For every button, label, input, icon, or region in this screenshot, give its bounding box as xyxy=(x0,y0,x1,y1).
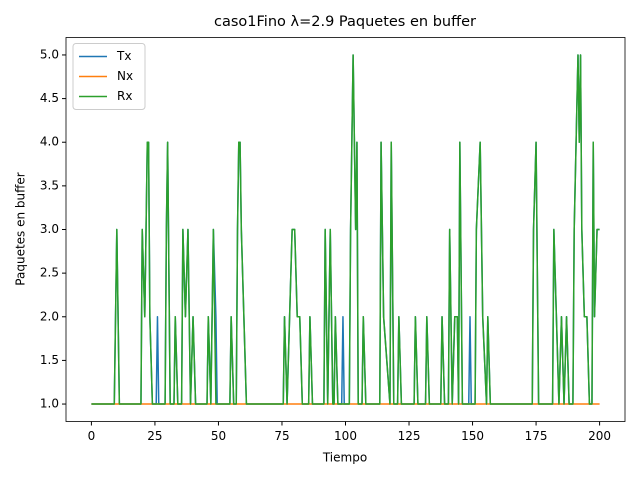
x-tick-label: 0 xyxy=(88,429,96,443)
x-axis-label: Tiempo xyxy=(322,451,367,465)
y-axis-label: Paquetes en buffer xyxy=(14,172,28,285)
y-tick-label: 3.0 xyxy=(40,222,59,236)
x-tick-label: 125 xyxy=(398,429,421,443)
x-tick-label: 175 xyxy=(525,429,548,443)
x-tick-label: 50 xyxy=(211,429,226,443)
plot-frame xyxy=(65,37,626,422)
y-tick-label: 1.0 xyxy=(40,397,59,411)
y-tick-label: 4.0 xyxy=(40,135,59,149)
legend-box xyxy=(72,43,146,110)
x-tick-label: 150 xyxy=(461,429,484,443)
x-tick-label: 100 xyxy=(334,429,357,443)
x-tick-label: 75 xyxy=(274,429,289,443)
legend-label: Tx xyxy=(116,49,131,63)
y-tick-label: 4.5 xyxy=(40,91,59,105)
y-tick-label: 3.5 xyxy=(40,178,59,192)
y-tick-label: 5.0 xyxy=(40,47,59,61)
chart-title: caso1Fino λ=2.9 Paquetes en buffer xyxy=(214,14,476,30)
x-tick-label: 25 xyxy=(147,429,162,443)
y-tick-label: 1.5 xyxy=(40,353,59,367)
y-tick-label: 2.5 xyxy=(40,266,59,280)
line-series xyxy=(91,54,600,405)
x-tick-label: 200 xyxy=(588,429,611,443)
y-tick-label: 2.0 xyxy=(40,309,59,323)
legend-label: Rx xyxy=(117,89,132,103)
legend-label: Nx xyxy=(117,69,133,83)
line-series xyxy=(91,54,600,405)
